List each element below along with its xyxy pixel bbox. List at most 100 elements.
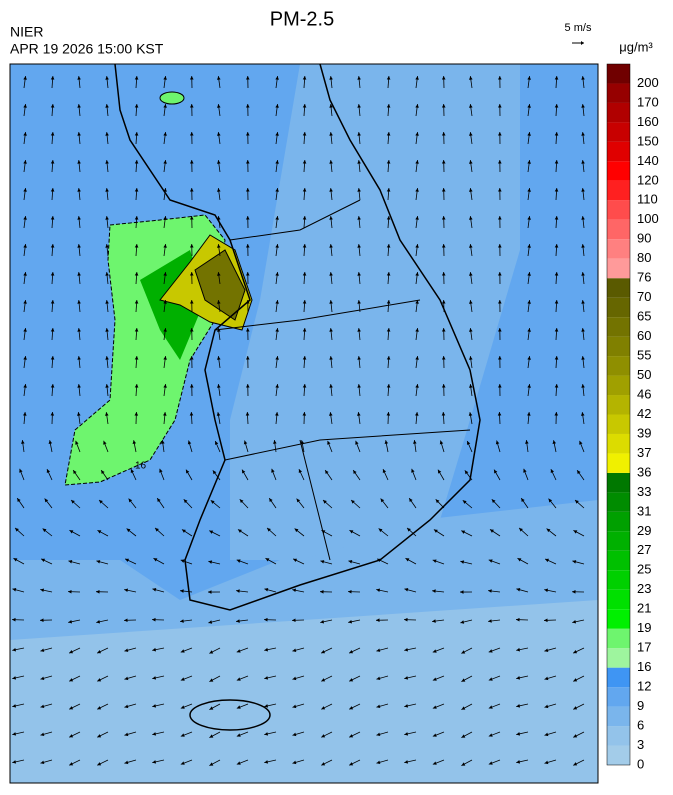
wind-arrow-head <box>21 440 25 444</box>
wind-arrow-head <box>275 300 279 304</box>
wind-arrow-head <box>236 619 240 623</box>
wind-arrow-head <box>544 676 549 681</box>
wind-arrow-head <box>292 704 297 709</box>
wind-arrow-head <box>134 384 139 388</box>
wind-arrow-head <box>469 356 473 360</box>
wind-arrow-head <box>415 384 419 388</box>
wind-arrow-head <box>40 588 45 593</box>
wind-arrow-head <box>77 244 81 248</box>
wind-arrow-head <box>105 216 109 220</box>
wind-arrow-head <box>77 300 81 304</box>
colorbar-segment <box>607 161 630 181</box>
colorbar-segment <box>607 102 630 123</box>
wind-arrow-head <box>441 188 446 192</box>
wind-arrow-head <box>386 244 391 248</box>
wind-arrow-head <box>415 188 419 192</box>
wind-arrow-head <box>134 188 139 192</box>
wind-scale-arrow <box>572 41 584 45</box>
wind-arrow-head <box>516 647 521 652</box>
wind-arrow-head <box>554 328 559 332</box>
wind-arrow-head <box>236 559 241 563</box>
wind-arrow-head <box>519 527 523 532</box>
wind-arrow-head <box>302 188 307 192</box>
wind-arrow-head <box>329 244 333 248</box>
wind-arrow-head <box>581 328 585 332</box>
wind-arrow-head <box>415 216 419 220</box>
wind-arrow-head <box>157 498 161 503</box>
colorbar-segment <box>607 453 630 473</box>
wind-arrow-head <box>461 734 466 738</box>
wind-arrow-head <box>246 104 250 108</box>
wind-arrow-head <box>152 617 156 622</box>
wind-arrow-head <box>217 132 221 136</box>
wind-arrow-head <box>386 132 391 136</box>
wind-arrow-head <box>488 733 493 737</box>
wind-arrow-head <box>550 469 555 474</box>
unit-label: μg/m³ <box>619 39 653 54</box>
wind-arrow-head <box>497 412 502 416</box>
wind-arrow-head <box>320 560 325 564</box>
wind-arrow-head <box>134 412 139 416</box>
wind-arrow-head <box>209 530 214 534</box>
colorbar-segment <box>607 200 630 220</box>
colorbar-label: 170 <box>637 94 659 109</box>
wind-arrow-head <box>355 440 359 445</box>
wind-arrow-head <box>432 761 437 765</box>
wind-arrow-head <box>23 104 27 108</box>
wind-arrow-head <box>101 470 105 475</box>
wind-arrow-head <box>468 412 473 416</box>
wind-arrow-head <box>527 76 531 80</box>
wind-arrow-head <box>245 412 250 416</box>
wind-arrow-head <box>217 76 221 80</box>
colorbar-label: 150 <box>637 133 659 148</box>
wind-arrow-head <box>163 356 167 360</box>
wind-arrow-head <box>216 412 221 416</box>
wind-arrow-head <box>580 412 585 416</box>
coastline <box>114 64 481 611</box>
wind-arrow-head <box>246 188 250 192</box>
wind-arrow-head <box>209 650 214 654</box>
wind-arrow-head <box>357 216 361 220</box>
wind-arrow-head <box>217 328 221 332</box>
wind-arrow-head <box>321 650 326 654</box>
wind-arrow-head <box>441 272 446 276</box>
wind-arrow-head <box>134 104 139 108</box>
wind-arrow-head <box>488 619 492 623</box>
colorbar-label: 29 <box>637 523 651 538</box>
wind-arrow-head <box>23 216 27 220</box>
wind-arrow-head <box>50 104 55 108</box>
wind-arrow-head <box>441 104 446 108</box>
wind-arrow-head <box>77 104 81 108</box>
wind-arrow-head <box>275 244 279 248</box>
map-frame <box>9 63 599 784</box>
wind-arrow-head <box>134 356 139 360</box>
wind-arrow-head <box>246 244 250 248</box>
wind-arrow-head <box>208 590 212 594</box>
wind-arrow-head <box>407 527 411 532</box>
wind-arrow-head <box>77 272 81 276</box>
wind-arrow-head <box>40 760 45 765</box>
wind-arrow-head <box>275 188 279 192</box>
wind-arrow-head <box>441 300 446 304</box>
wind-arrow-head <box>273 440 277 444</box>
wind-arrow-head <box>44 498 49 503</box>
wind-arrow-head <box>132 440 137 445</box>
wind-arrow-head <box>577 470 581 475</box>
wind-arrow-head <box>441 356 446 360</box>
wind-arrow-head <box>134 160 139 164</box>
colorbar-segment <box>607 141 630 162</box>
wind-arrow-head <box>19 468 23 473</box>
wind-arrow-head <box>217 104 221 108</box>
wind-arrow-head <box>275 104 279 108</box>
wind-arrow-head <box>292 618 296 623</box>
wind-arrow-head <box>183 499 188 504</box>
wind-arrow-head <box>214 440 219 445</box>
wind-arrow-head <box>103 440 107 445</box>
colorbar-label: 65 <box>637 309 651 324</box>
wind-arrow-head <box>581 300 585 304</box>
wind-arrow-head <box>189 104 194 108</box>
wind-arrow-head <box>461 650 466 654</box>
wind-arrow-head <box>325 470 329 475</box>
wind-arrow-head <box>50 188 55 192</box>
